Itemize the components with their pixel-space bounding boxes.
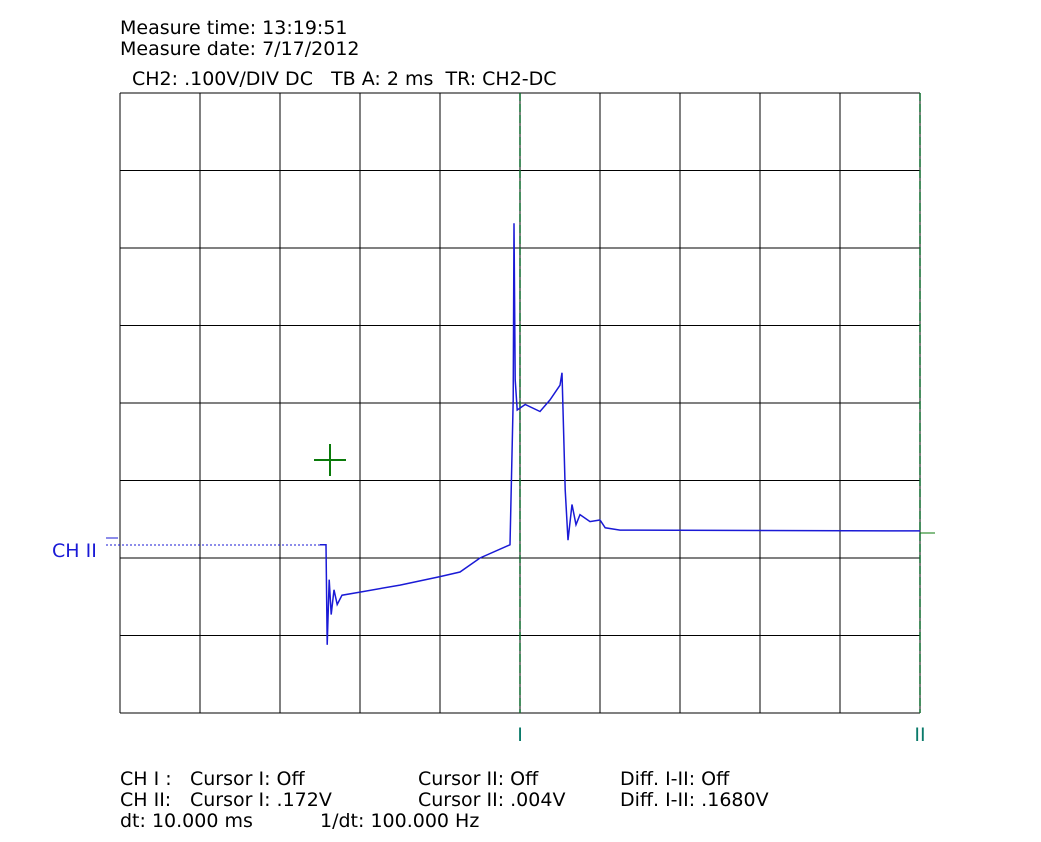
readout: Diff. I-II: .1680V	[620, 789, 769, 811]
dt: dt: 10.000 ms	[120, 810, 253, 832]
cursor-label: I	[517, 724, 523, 746]
inv-dt: 1/dt: 100.000 Hz	[320, 810, 479, 832]
readout: CH I :	[120, 768, 172, 790]
measure-time: Measure time: 13:19:51	[120, 17, 348, 39]
readout: Cursor II: Off	[418, 768, 539, 790]
readout: Cursor I: .172V	[190, 789, 332, 811]
readout: Cursor I: Off	[190, 768, 305, 790]
trace	[320, 223, 921, 645]
crosshair	[314, 444, 346, 476]
channel-label: CH II	[52, 540, 97, 562]
chart-title: CH2: .100V/DIV DC TB A: 2 ms TR: CH2-DC	[132, 68, 557, 90]
readout: Diff. I-II: Off	[620, 768, 730, 790]
readout: CH II:	[120, 789, 171, 811]
readout: Cursor II: .004V	[418, 789, 565, 811]
cursor-label: II	[914, 724, 925, 746]
measure-date: Measure date: 7/17/2012	[120, 38, 360, 60]
